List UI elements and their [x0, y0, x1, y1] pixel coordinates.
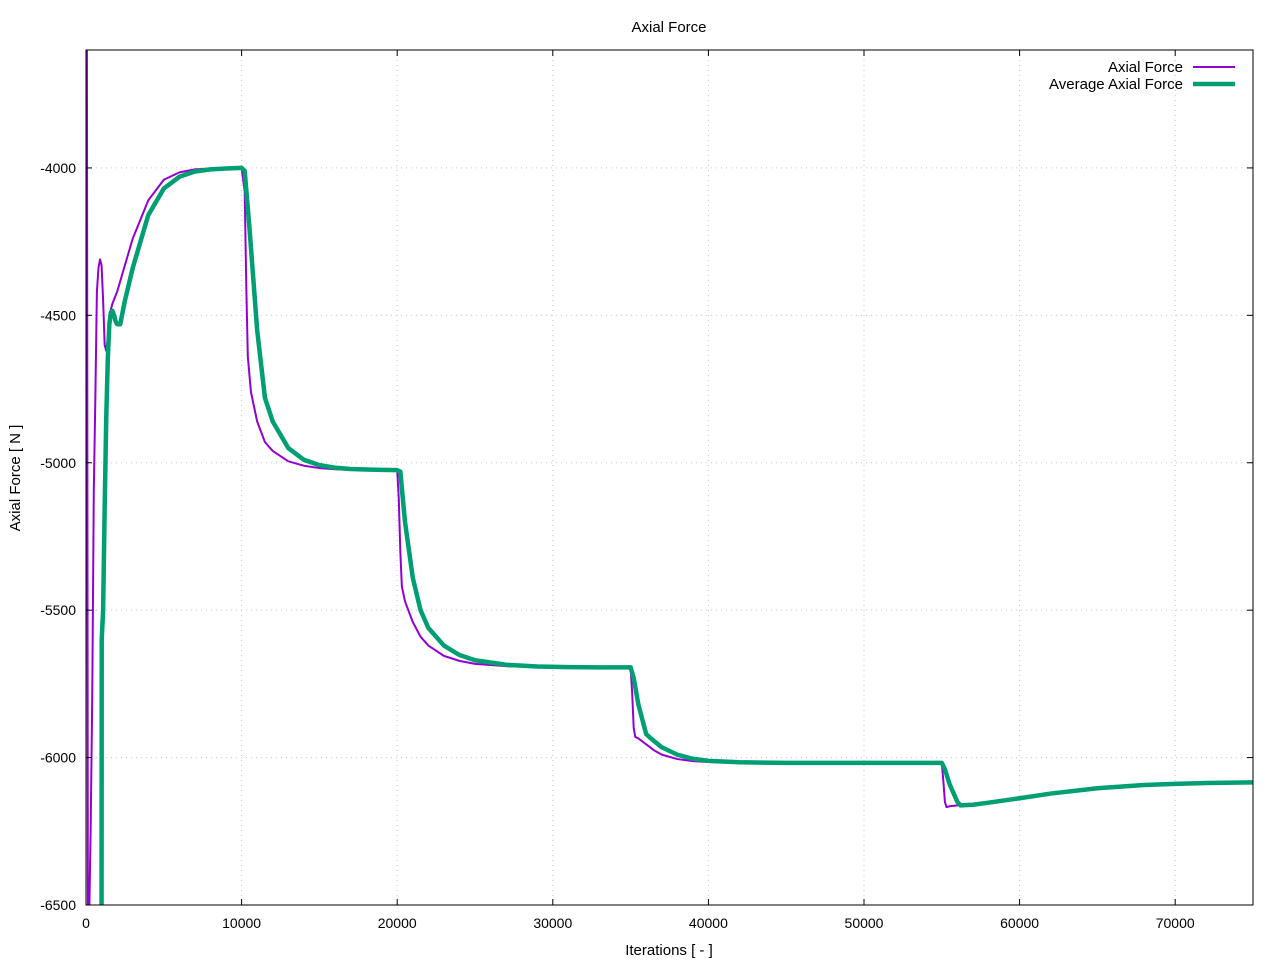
- x-axis-title: Iterations [ - ]: [625, 942, 713, 959]
- x-tick-label: 70000: [1156, 915, 1195, 931]
- y-tick-label: -5500: [40, 602, 76, 618]
- legend-label-2: Average Axial Force: [1049, 76, 1183, 93]
- series-line-2: [99, 165, 1253, 905]
- x-tick-label: 10000: [222, 915, 261, 931]
- chart-title: Axial Force: [631, 19, 706, 36]
- y-tick-label: -6500: [40, 897, 76, 913]
- series-layer: [86, 50, 1253, 905]
- legend-label-1: Axial Force: [1108, 59, 1183, 76]
- x-tick-label: 20000: [378, 915, 417, 931]
- y-axis-title: Axial Force [ N ]: [7, 425, 24, 532]
- x-tick-label: 30000: [533, 915, 572, 931]
- y-tick-label: -4500: [40, 307, 76, 323]
- y-tick-label: -5000: [40, 455, 76, 471]
- plot-border: [85, 49, 1254, 906]
- x-tick-label: 50000: [845, 915, 884, 931]
- ticks: 0 10000 20000 30000 40000 50000 60000 70000 -650…: [40, 50, 1253, 931]
- y-tick-label: -4000: [40, 160, 76, 176]
- x-tick-label: 0: [82, 915, 90, 931]
- y-tick-label: -6000: [40, 750, 76, 766]
- x-tick-label: 60000: [1000, 915, 1039, 931]
- x-tick-label: 40000: [689, 915, 728, 931]
